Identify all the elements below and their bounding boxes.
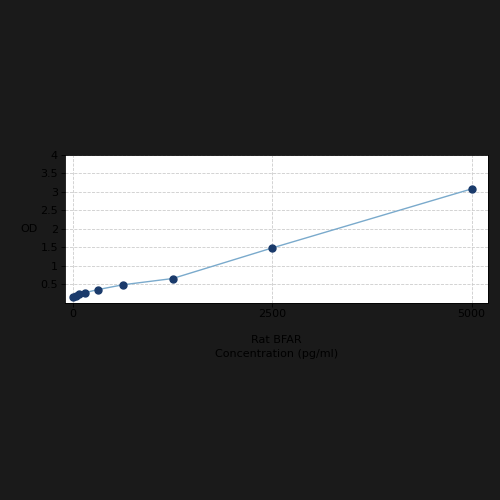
- Text: Rat BFAR
Concentration (pg/ml): Rat BFAR Concentration (pg/ml): [214, 335, 338, 359]
- Y-axis label: OD: OD: [20, 224, 38, 234]
